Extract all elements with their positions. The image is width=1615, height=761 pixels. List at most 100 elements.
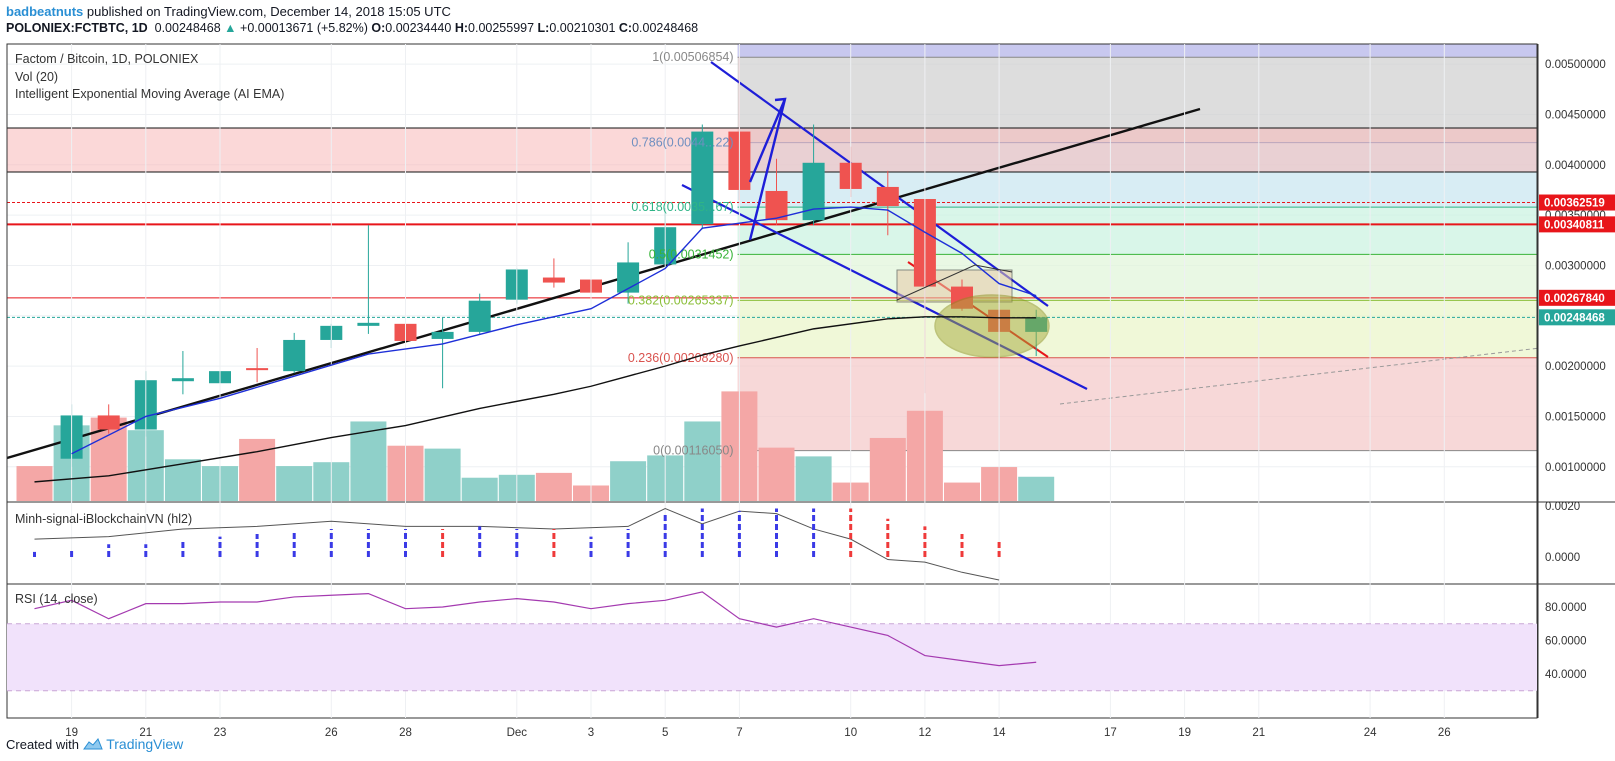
candle-body [765,190,788,221]
price-tag [1539,194,1615,211]
low-label: L: [537,21,550,35]
candle-body [431,331,454,339]
candle-body [802,162,825,221]
price-tag-label: 0.00248468 [1544,312,1605,324]
created-with: Created with [6,737,79,752]
open-label: O: [371,21,386,35]
volume-bar [869,437,906,501]
x-tick-label: 14 [993,727,1006,739]
price-tick-label: 0.00100000 [1545,462,1606,474]
candle-body [691,131,714,225]
rsi-line [34,591,1037,667]
price-tick-label: 0.00450000 [1545,109,1606,121]
x-tick-label: 5 [662,727,668,739]
x-tick-label: 17 [1104,727,1117,739]
fib-label: 0.382(0.00265337) [628,293,734,307]
publish-header: badbeatnuts published on TradingView.com… [6,4,451,19]
wedge-lines [748,97,787,241]
x-tick-label: 26 [1438,727,1451,739]
fib-zone [737,300,1537,358]
fib-zone [737,44,1537,58]
volume-bar [944,482,980,501]
volume-bar [276,466,313,501]
x-tick-label: 21 [1252,727,1265,739]
ema-long-line [34,316,1037,483]
candle-body [97,415,120,430]
low-value: 0.00210301 [549,21,616,35]
volume-bar [350,421,387,501]
x-tick-label: 7 [736,727,742,739]
x-tick-label: 21 [139,727,152,739]
price-tick-label: 0.00500000 [1545,59,1606,71]
footer: Created with TradingView [6,736,183,752]
fib-zone [737,207,1537,255]
volume-bar [535,472,572,501]
candle-body [171,378,194,382]
x-tick-label: 19 [65,727,78,739]
x-tick-label: 24 [1364,727,1377,739]
volume-bar [424,448,461,501]
price-tag-label: 0.00340811 [1544,219,1605,231]
legend-rsi[interactable]: RSI (14, close) [15,592,98,606]
x-tick-label: 12 [919,727,932,739]
rsi-tick-label: 80.0000 [1545,602,1587,614]
fib-label: 0.236(0.00208280) [628,351,734,365]
x-tick-label: 26 [325,727,338,739]
last-price: 0.00248468 [154,21,221,35]
symbol-label: POLONIEX:FCTBTC, 1D [6,21,148,35]
candle-body [246,368,269,371]
price-tag [1539,289,1615,306]
volume-bar [239,438,276,501]
fib-label: 1(0.00506854) [652,50,733,64]
high-value: 0.00255997 [468,21,535,35]
candle-body [542,277,565,283]
price-tick-label: 0.00150000 [1545,411,1606,423]
ohlc-header: POLONIEX:FCTBTC, 1D 0.00248468 ▲ +0.0001… [6,21,698,35]
x-tick-label: 3 [588,727,594,739]
author-link[interactable]: badbeatnuts [6,4,84,19]
signal-tick-label: 0.0020 [1545,501,1580,513]
fib-zone [737,254,1537,301]
signal-line [34,508,1000,581]
candle-body [283,339,306,372]
legend-title[interactable]: Factom / Bitcoin, 1D, POLONIEX [15,52,199,66]
x-tick-label: 28 [399,727,412,739]
publish-info: published on TradingView.com, December 1… [86,4,451,19]
signal-tick-label: 0.0000 [1545,552,1580,564]
fib-label: 0.618(0.0035...67) [631,200,733,214]
channel-lower-line [681,184,1088,390]
rsi-tick-label: 60.0000 [1545,636,1587,648]
volume-bar [610,461,647,501]
legend-volume[interactable]: Vol (20) [15,70,59,84]
price-tag [1539,309,1615,326]
volume-bar [16,466,53,501]
x-tick-label: Dec [507,727,528,739]
candle-body [357,322,380,326]
legend-signal[interactable]: Minh-signal-iBlockchainVN (hl2) [15,512,193,526]
close-label: C: [618,21,633,35]
x-tick-label: 19 [1178,727,1191,739]
ai-ema-line [71,206,1037,455]
price-tick-label: 0.00400000 [1545,160,1606,172]
volume-bar [461,477,498,501]
highlight-ellipse [934,294,1050,358]
fib-label: 0.5(0.0031452) [649,247,734,261]
x-tick-label: 10 [844,727,857,739]
fib-zone [737,357,1537,451]
volume-bar [795,456,832,501]
tradingview-link[interactable]: TradingView [106,736,184,752]
uptrend-line [7,107,1201,460]
price-tick-label: 0.00300000 [1545,260,1606,272]
volume-bar [758,447,795,501]
price-tick-label: 0.00200000 [1545,361,1606,373]
price-tag [1539,216,1615,233]
chart-frame [6,43,1538,719]
legend-ema[interactable]: Intelligent Exponential Moving Average (… [15,87,285,101]
high-label: H: [454,21,469,35]
volume-bar [1018,476,1055,501]
rsi-band [7,623,1537,691]
price-pane [7,44,1537,501]
open-value: 0.00234440 [385,21,452,35]
box-line [896,264,1013,301]
